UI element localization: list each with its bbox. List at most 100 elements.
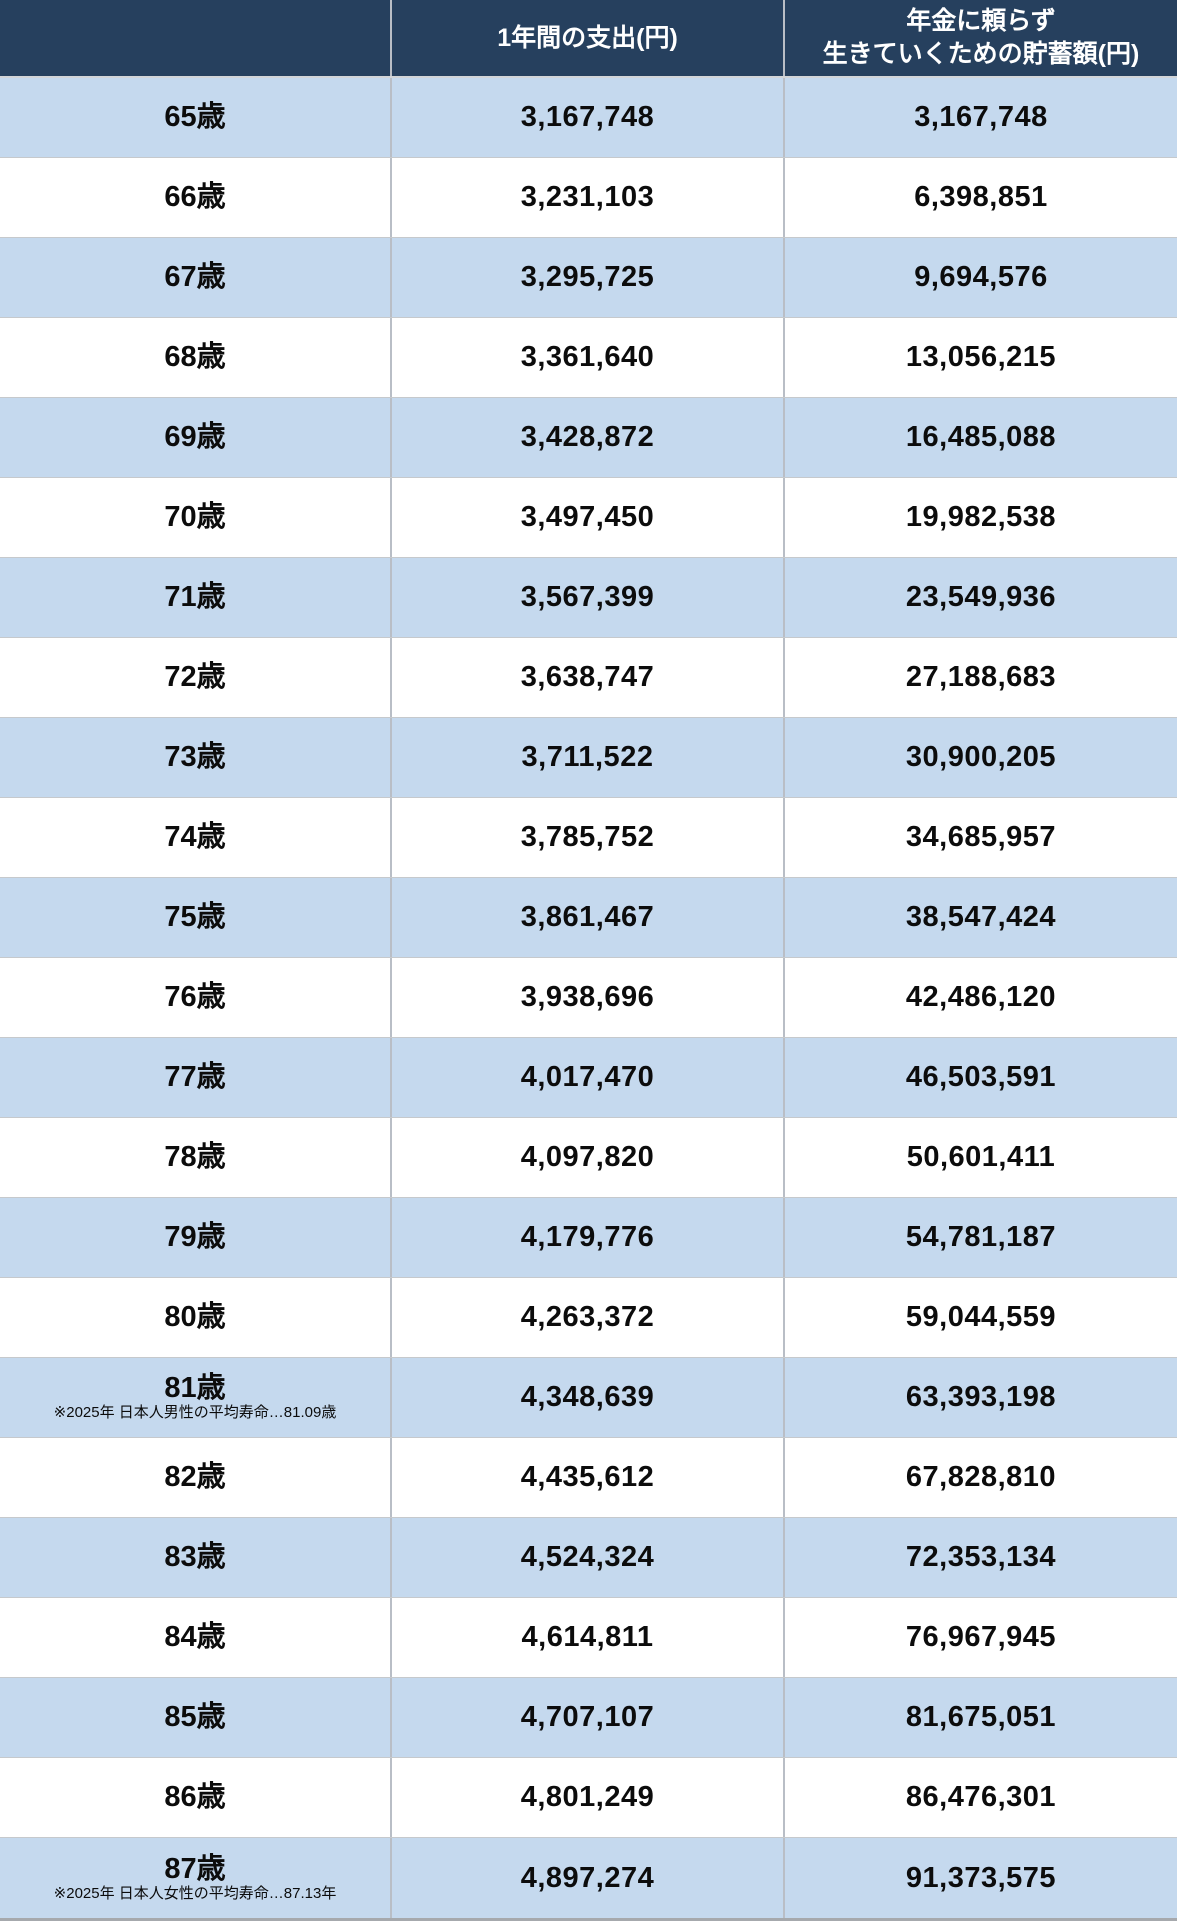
table-row: 72歳 3,638,747 27,188,683 — [0, 638, 1177, 718]
annual-expense-value: 4,614,811 — [521, 1621, 654, 1653]
age-cell: 69歳 — [0, 398, 392, 477]
annual-expense-value: 3,711,522 — [521, 741, 654, 773]
annual-expense-value: 3,567,399 — [520, 581, 655, 613]
required-savings-value: 46,503,591 — [905, 1061, 1057, 1093]
annual-expense-value: 4,524,324 — [520, 1541, 655, 1573]
savings-cell: 16,485,088 — [785, 398, 1177, 477]
savings-cell: 76,967,945 — [785, 1598, 1177, 1677]
table-row: 75歳 3,861,467 38,547,424 — [0, 878, 1177, 958]
table-row: 67歳 3,295,725 9,694,576 — [0, 238, 1177, 318]
age-label: 74歳 — [164, 821, 226, 854]
savings-cell: 23,549,936 — [785, 558, 1177, 637]
age-cell: 81歳 ※2025年 日本人男性の平均寿命…81.09歳 — [0, 1358, 392, 1437]
expense-cell: 3,567,399 — [392, 558, 785, 637]
required-savings-value: 86,476,301 — [905, 1781, 1057, 1813]
annual-expense-value: 4,897,274 — [520, 1861, 655, 1894]
required-savings-value: 34,685,957 — [905, 821, 1057, 853]
savings-cell: 59,044,559 — [785, 1278, 1177, 1357]
table-row: 78歳 4,097,820 50,601,411 — [0, 1118, 1177, 1198]
required-savings-value: 19,982,538 — [905, 501, 1057, 533]
savings-cell: 6,398,851 — [785, 158, 1177, 237]
table-row: 84歳 4,614,811 76,967,945 — [0, 1598, 1177, 1678]
expense-cell: 4,614,811 — [392, 1598, 785, 1677]
table-row: 87歳 ※2025年 日本人女性の平均寿命…87.13年 4,897,274 9… — [0, 1838, 1177, 1918]
savings-cell: 34,685,957 — [785, 798, 1177, 877]
expense-cell: 3,428,872 — [392, 398, 785, 477]
age-cell: 76歳 — [0, 958, 392, 1037]
age-label: 87歳 — [164, 1852, 226, 1885]
age-label: 82歳 — [164, 1461, 226, 1494]
savings-cell: 63,393,198 — [785, 1358, 1177, 1437]
required-savings-value: 6,398,851 — [914, 181, 1048, 213]
table-row: 69歳 3,428,872 16,485,088 — [0, 398, 1177, 478]
required-savings-value: 23,549,936 — [905, 581, 1057, 613]
age-cell: 67歳 — [0, 238, 392, 317]
age-label: 66歳 — [164, 181, 226, 214]
annual-expense-value: 4,097,820 — [520, 1141, 655, 1173]
table-row: 76歳 3,938,696 42,486,120 — [0, 958, 1177, 1038]
annual-expense-value: 3,231,103 — [520, 181, 655, 213]
expense-cell: 3,295,725 — [392, 238, 785, 317]
expense-cell: 4,348,639 — [392, 1358, 785, 1437]
age-label: 72歳 — [164, 661, 226, 694]
table-row: 83歳 4,524,324 72,353,134 — [0, 1518, 1177, 1598]
age-label: 75歳 — [164, 901, 226, 934]
table-row: 70歳 3,497,450 19,982,538 — [0, 478, 1177, 558]
age-life-expectancy-note: ※2025年 日本人男性の平均寿命…81.09歳 — [53, 1404, 337, 1422]
table-row: 85歳 4,707,107 81,675,051 — [0, 1678, 1177, 1758]
annual-expense-value: 3,428,872 — [520, 421, 655, 453]
age-cell: 66歳 — [0, 158, 392, 237]
age-label: 79歳 — [164, 1221, 226, 1254]
savings-cell: 67,828,810 — [785, 1438, 1177, 1517]
expense-cell: 4,263,372 — [392, 1278, 785, 1357]
table-row: 79歳 4,179,776 54,781,187 — [0, 1198, 1177, 1278]
age-cell: 74歳 — [0, 798, 392, 877]
age-cell: 65歳 — [0, 78, 392, 157]
age-cell: 68歳 — [0, 318, 392, 397]
annual-expense-value: 4,263,372 — [520, 1301, 655, 1333]
expense-cell: 3,711,522 — [392, 718, 785, 797]
annual-expense-value: 3,295,725 — [520, 261, 655, 293]
age-cell: 80歳 — [0, 1278, 392, 1357]
annual-expense-value: 4,435,612 — [520, 1461, 655, 1493]
expense-cell: 3,231,103 — [392, 158, 785, 237]
savings-cell: 38,547,424 — [785, 878, 1177, 957]
age-label: 86歳 — [164, 1781, 226, 1814]
expense-cell: 4,097,820 — [392, 1118, 785, 1197]
expense-cell: 3,638,747 — [392, 638, 785, 717]
required-savings-value: 91,373,575 — [905, 1861, 1057, 1894]
table-row: 71歳 3,567,399 23,549,936 — [0, 558, 1177, 638]
savings-cell: 9,694,576 — [785, 238, 1177, 317]
annual-expense-value: 4,017,470 — [520, 1061, 655, 1093]
table-row: 77歳 4,017,470 46,503,591 — [0, 1038, 1177, 1118]
savings-cell: 46,503,591 — [785, 1038, 1177, 1117]
annual-expense-value: 4,801,249 — [520, 1781, 655, 1813]
savings-cell: 50,601,411 — [785, 1118, 1177, 1197]
age-label: 70歳 — [164, 501, 226, 534]
age-cell: 83歳 — [0, 1518, 392, 1597]
required-savings-value: 9,694,576 — [914, 261, 1048, 293]
table-row: 74歳 3,785,752 34,685,957 — [0, 798, 1177, 878]
savings-cell: 13,056,215 — [785, 318, 1177, 397]
age-cell: 70歳 — [0, 478, 392, 557]
age-label: 80歳 — [164, 1301, 226, 1334]
table-row: 65歳 3,167,748 3,167,748 — [0, 78, 1177, 158]
table-header-row: 1年間の支出(円) 年金に頼らず 生きていくための貯蓄額(円) — [0, 0, 1177, 78]
table-row: 81歳 ※2025年 日本人男性の平均寿命…81.09歳 4,348,639 6… — [0, 1358, 1177, 1438]
annual-expense-value: 3,938,696 — [520, 981, 655, 1013]
required-savings-value: 16,485,088 — [905, 421, 1057, 453]
age-cell: 72歳 — [0, 638, 392, 717]
annual-expense-value: 3,638,747 — [520, 661, 655, 693]
expense-cell: 3,167,748 — [392, 78, 785, 157]
age-label: 69歳 — [164, 421, 226, 454]
age-cell: 77歳 — [0, 1038, 392, 1117]
savings-cell: 3,167,748 — [785, 78, 1177, 157]
age-label: 68歳 — [164, 341, 226, 374]
age-cell: 71歳 — [0, 558, 392, 637]
required-savings-value: 63,393,198 — [905, 1381, 1057, 1413]
table-bottom-border — [0, 1918, 1177, 1921]
age-label: 83歳 — [164, 1541, 226, 1574]
expense-cell: 3,861,467 — [392, 878, 785, 957]
age-label: 78歳 — [164, 1141, 226, 1174]
